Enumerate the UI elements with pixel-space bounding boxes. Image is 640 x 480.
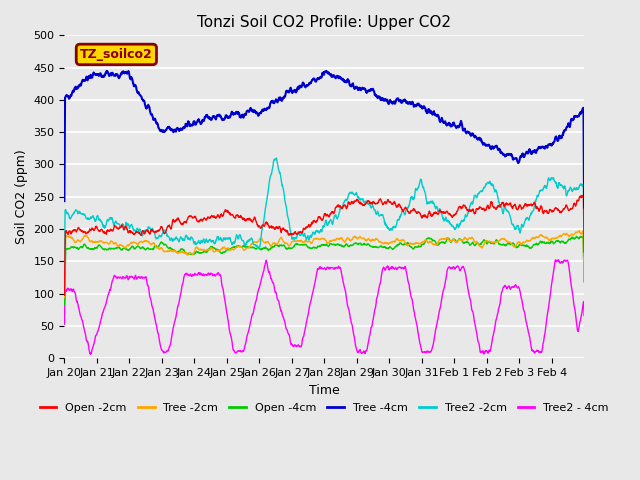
Title: Tonzi Soil CO2 Profile: Upper CO2: Tonzi Soil CO2 Profile: Upper CO2 xyxy=(197,15,451,30)
Y-axis label: Soil CO2 (ppm): Soil CO2 (ppm) xyxy=(15,149,28,244)
X-axis label: Time: Time xyxy=(309,384,340,396)
Text: TZ_soilco2: TZ_soilco2 xyxy=(80,48,153,61)
Legend: Open -2cm, Tree -2cm, Open -4cm, Tree -4cm, Tree2 -2cm, Tree2 - 4cm: Open -2cm, Tree -2cm, Open -4cm, Tree -4… xyxy=(35,398,613,417)
